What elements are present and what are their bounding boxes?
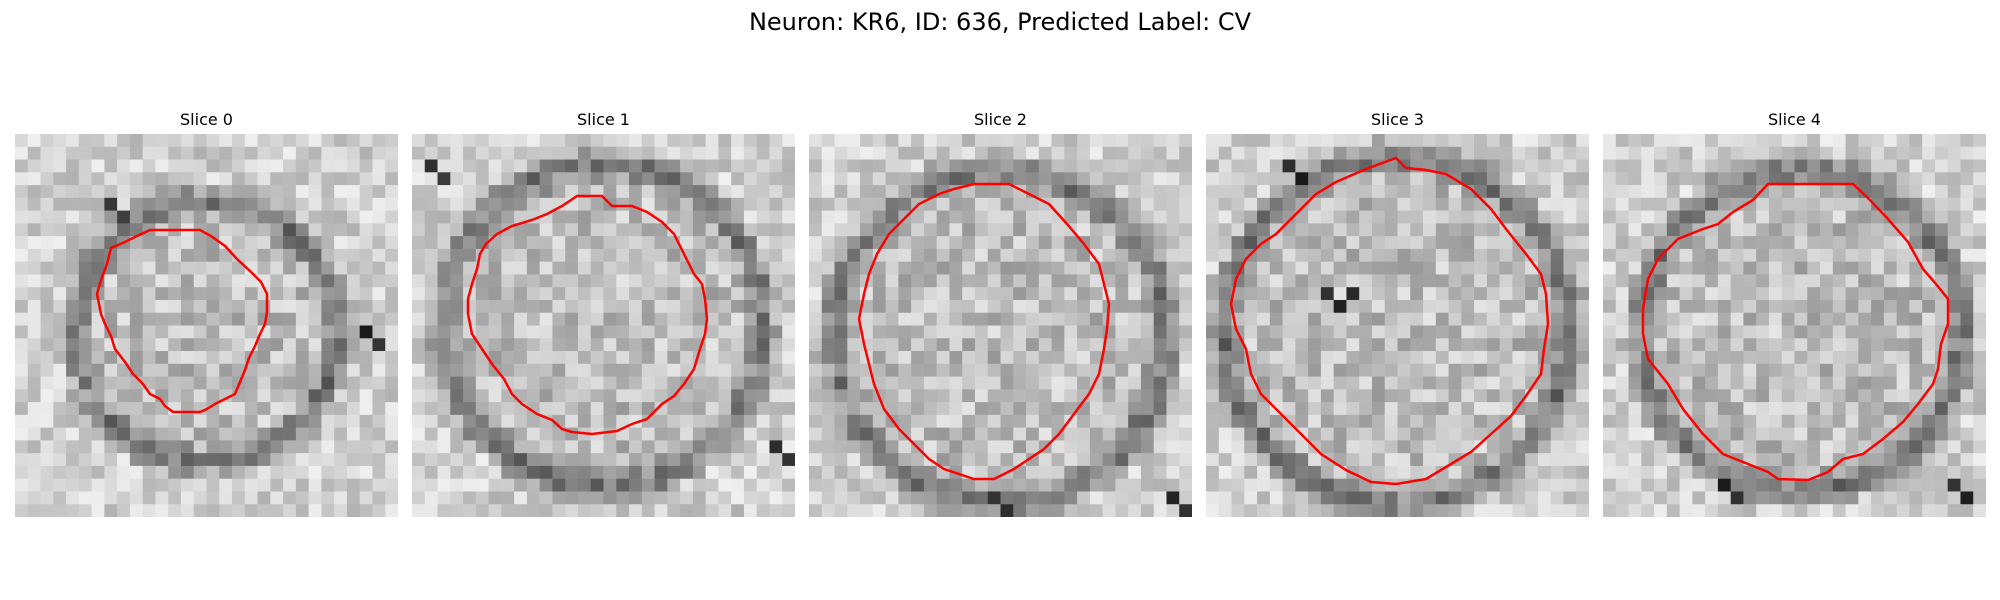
slice-title: Slice 4 [1603, 110, 1986, 130]
slice-image [1206, 134, 1589, 517]
slice-image [412, 134, 795, 517]
slice-title: Slice 1 [412, 110, 795, 130]
slice-title: Slice 3 [1206, 110, 1589, 130]
slice-image [1603, 134, 1986, 517]
grayscale-pixel-grid [1206, 134, 1589, 517]
figure-title: Neuron: KR6, ID: 636, Predicted Label: C… [0, 6, 2000, 38]
slice-title: Slice 2 [809, 110, 1192, 130]
slice-image [15, 134, 398, 517]
grayscale-pixel-grid [15, 134, 398, 517]
slice-title: Slice 0 [15, 110, 398, 130]
grayscale-pixel-grid [809, 134, 1192, 517]
slice-image [809, 134, 1192, 517]
grayscale-pixel-grid [1603, 134, 1986, 517]
